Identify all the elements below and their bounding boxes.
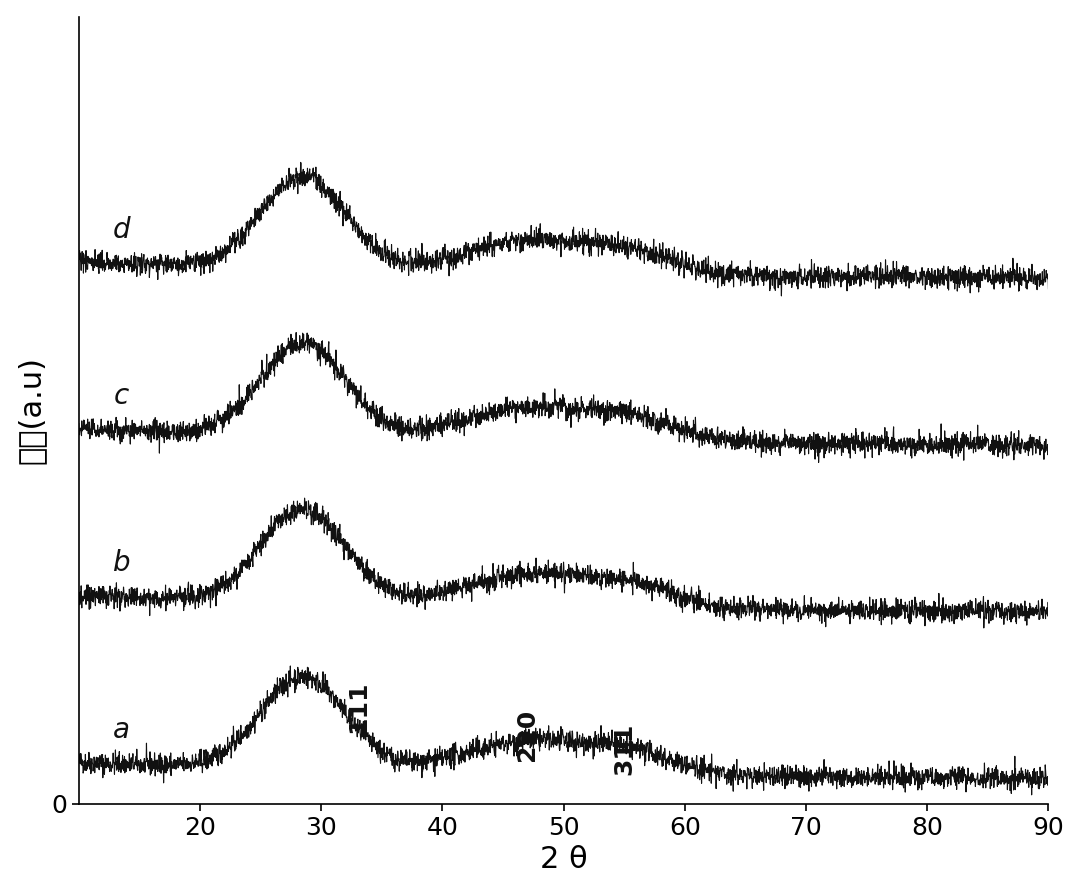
Text: 111: 111 <box>346 681 370 733</box>
X-axis label: 2 θ: 2 θ <box>539 846 587 874</box>
Text: 311: 311 <box>612 723 637 774</box>
Text: c: c <box>114 382 129 411</box>
Text: b: b <box>112 549 130 577</box>
Y-axis label: 强度(a.u): 强度(a.u) <box>16 356 45 464</box>
Text: a: a <box>112 715 130 744</box>
Text: 220: 220 <box>516 708 539 761</box>
Text: d: d <box>112 216 130 243</box>
